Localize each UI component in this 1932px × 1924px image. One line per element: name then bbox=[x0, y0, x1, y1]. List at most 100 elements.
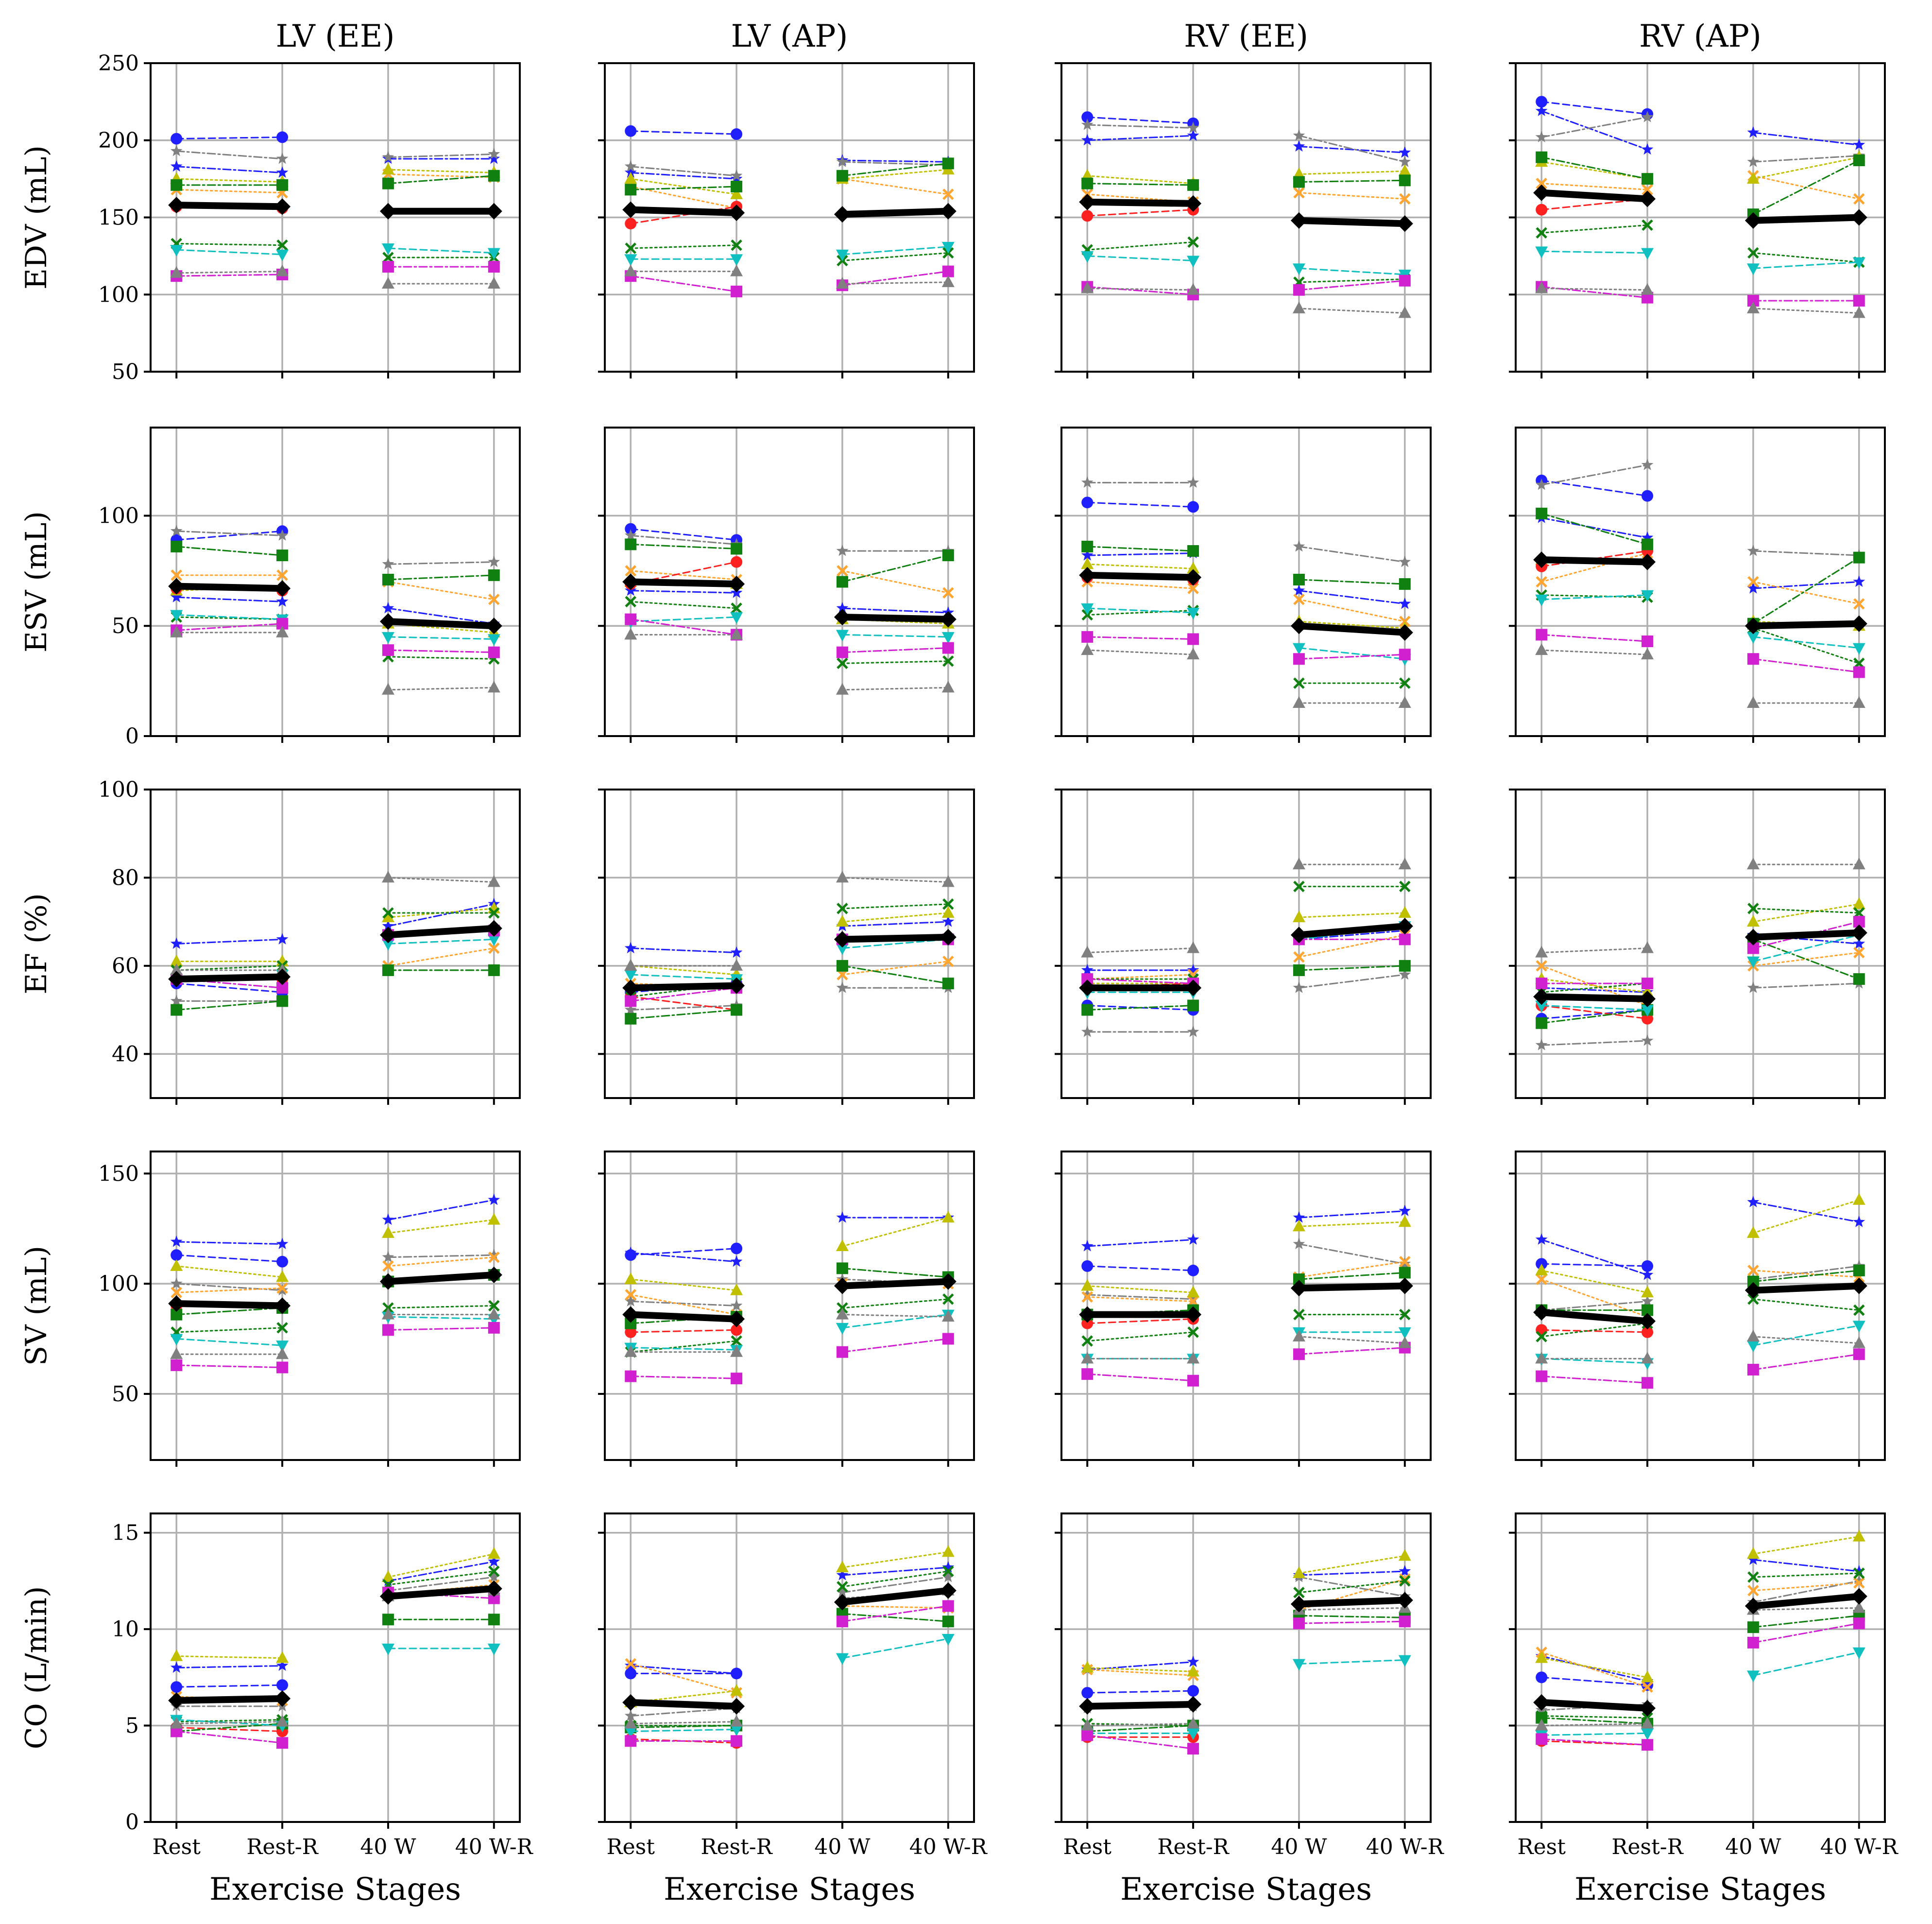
series-s-olive-tri bbox=[170, 163, 500, 187]
series-s-magenta-square bbox=[625, 1333, 954, 1385]
data-point bbox=[942, 956, 954, 967]
data-point bbox=[941, 1211, 955, 1223]
series-line-segment bbox=[841, 660, 949, 664]
series-line-segment bbox=[630, 1329, 737, 1333]
series-line-segment bbox=[1540, 101, 1648, 115]
series-line-segment bbox=[387, 656, 495, 660]
series-line-segment bbox=[1752, 1536, 1860, 1555]
data-point bbox=[1747, 576, 1759, 588]
data-point bbox=[730, 187, 743, 199]
series-line-segment bbox=[841, 161, 949, 166]
series-s-green-x bbox=[171, 1300, 500, 1338]
data-point bbox=[1292, 1659, 1305, 1671]
data-point bbox=[1850, 1277, 1867, 1294]
series-line-segment bbox=[841, 281, 949, 285]
series-s-blue-star bbox=[1535, 1196, 1865, 1280]
series-line-segment bbox=[173, 202, 286, 210]
series-line-segment bbox=[1540, 1723, 1648, 1727]
series-line-segment bbox=[387, 687, 495, 691]
series-line-segment bbox=[175, 530, 283, 541]
data-point bbox=[274, 1690, 291, 1707]
data-point bbox=[1533, 1304, 1550, 1321]
series-line-segment bbox=[1538, 189, 1651, 203]
data-point bbox=[1398, 164, 1411, 176]
data-point bbox=[276, 1282, 288, 1294]
series-line-segment bbox=[1540, 1009, 1648, 1024]
data-point bbox=[625, 1658, 636, 1670]
data-point bbox=[942, 1600, 954, 1612]
data-point bbox=[170, 266, 183, 278]
data-point bbox=[1292, 696, 1305, 708]
data-point bbox=[1536, 1273, 1547, 1285]
y-tick-label: 50 bbox=[112, 360, 139, 384]
series-line-segment bbox=[175, 178, 283, 183]
data-point bbox=[624, 1272, 637, 1285]
data-point bbox=[1852, 1336, 1865, 1348]
series-line-segment bbox=[630, 570, 737, 581]
data-point bbox=[1185, 1306, 1202, 1323]
data-point bbox=[1641, 1739, 1654, 1751]
data-point bbox=[1747, 582, 1760, 594]
panel-r4-c1: Rest Rest-R 40 W 40 W-R Exercise Stages bbox=[598, 1512, 988, 1907]
data-point bbox=[625, 184, 637, 196]
series-s-gray-tri bbox=[624, 1307, 955, 1357]
data-point bbox=[276, 249, 289, 261]
data-point bbox=[1747, 1293, 1759, 1305]
axes-frame bbox=[150, 789, 521, 1099]
data-point bbox=[171, 1249, 183, 1261]
data-point bbox=[942, 655, 954, 667]
series-line-segment bbox=[841, 965, 949, 984]
series-line-segment bbox=[630, 186, 737, 209]
data-point bbox=[1081, 1004, 1094, 1016]
series-s-olive-tri bbox=[1081, 557, 1411, 633]
data-point bbox=[1293, 951, 1305, 963]
data-point bbox=[1293, 1617, 1305, 1630]
data-point bbox=[379, 1588, 396, 1605]
data-point bbox=[1293, 677, 1305, 689]
data-point bbox=[276, 179, 289, 191]
panel-r3-c1 bbox=[598, 1151, 975, 1467]
data-point bbox=[1641, 143, 1654, 155]
axes-frame bbox=[150, 1512, 521, 1823]
panel-r3-c3 bbox=[1509, 1151, 1886, 1467]
series-line-segment bbox=[387, 1199, 495, 1221]
data-point bbox=[1852, 1601, 1865, 1613]
series-line-segment bbox=[1298, 135, 1406, 163]
data-point bbox=[170, 937, 183, 949]
series-line-segment bbox=[387, 938, 495, 945]
data-point bbox=[381, 939, 394, 951]
data-point bbox=[1081, 1687, 1094, 1699]
series-s-olive-tri bbox=[1535, 1529, 1865, 1683]
data-point bbox=[381, 683, 394, 695]
data-point bbox=[488, 1614, 500, 1626]
series-line-segment bbox=[1086, 1285, 1194, 1293]
data-point bbox=[731, 128, 743, 140]
data-point bbox=[1187, 633, 1199, 645]
data-point bbox=[170, 954, 183, 966]
data-point bbox=[170, 625, 183, 637]
data-point bbox=[836, 1323, 849, 1335]
data-point bbox=[276, 1322, 288, 1334]
series-line-segment bbox=[175, 1665, 283, 1668]
data-point bbox=[1187, 608, 1200, 619]
data-point bbox=[836, 1653, 849, 1665]
data-point bbox=[1853, 598, 1865, 610]
data-point bbox=[276, 529, 289, 541]
panel-r0-c0: 50 100 150 200 250 LV (EE) bbox=[98, 18, 521, 384]
data-point bbox=[1641, 248, 1654, 260]
x-tick-label: 40 W bbox=[1271, 1835, 1327, 1859]
series-line-segment bbox=[1540, 224, 1648, 234]
data-point bbox=[1639, 990, 1656, 1007]
series-line-segment bbox=[175, 1338, 283, 1346]
data-point bbox=[170, 1717, 183, 1729]
series-line-segment bbox=[630, 1252, 737, 1263]
series-s-green-x bbox=[171, 238, 500, 263]
row-ylabel-0: EDV (mL) bbox=[19, 145, 53, 290]
data-point bbox=[1853, 1617, 1865, 1630]
series-s-blue-circle bbox=[625, 1667, 743, 1680]
series-line-segment bbox=[175, 1327, 283, 1333]
data-point bbox=[1398, 858, 1411, 870]
data-point bbox=[485, 1580, 502, 1597]
data-point bbox=[728, 204, 745, 221]
